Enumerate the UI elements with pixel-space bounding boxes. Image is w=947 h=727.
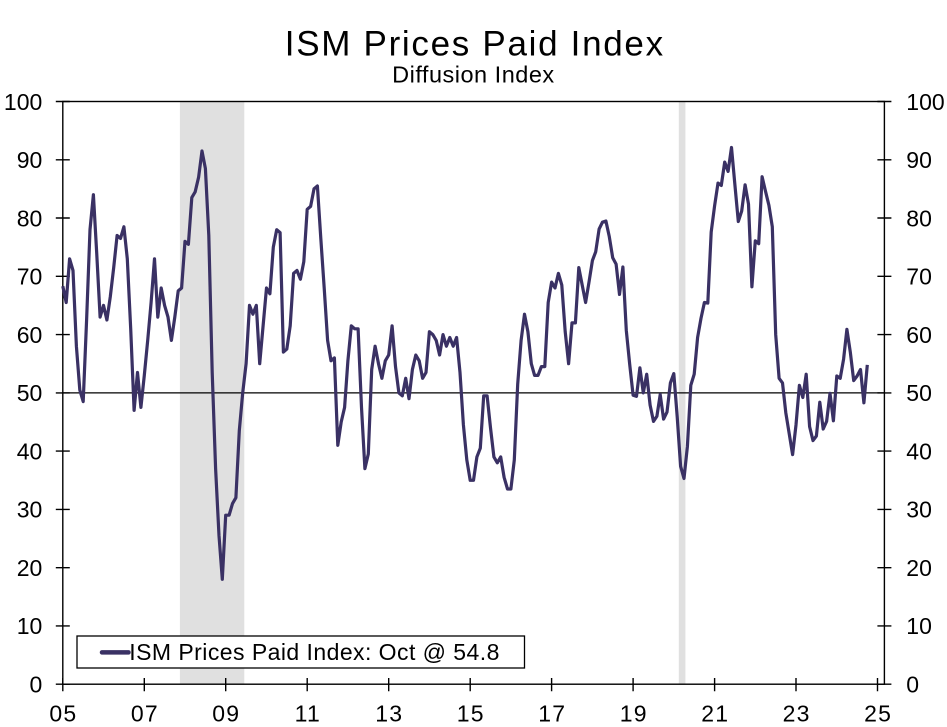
svg-text:25: 25 (864, 700, 892, 726)
svg-text:80: 80 (906, 205, 932, 231)
svg-text:0: 0 (906, 672, 919, 698)
svg-text:21: 21 (701, 700, 729, 726)
svg-text:11: 11 (295, 700, 321, 726)
svg-text:Diffusion Index: Diffusion Index (392, 62, 555, 88)
svg-text:100: 100 (4, 89, 42, 115)
svg-text:09: 09 (212, 700, 240, 726)
svg-text:90: 90 (17, 147, 43, 173)
svg-text:15: 15 (457, 700, 485, 726)
svg-text:50: 50 (906, 380, 932, 406)
svg-text:0: 0 (30, 672, 43, 698)
svg-text:17: 17 (538, 700, 566, 726)
svg-text:ISM Prices Paid Index: ISM Prices Paid Index (285, 24, 665, 63)
svg-text:10: 10 (906, 613, 932, 639)
svg-text:60: 60 (906, 322, 932, 348)
svg-text:70: 70 (17, 264, 43, 290)
svg-text:100: 100 (906, 89, 944, 115)
svg-text:30: 30 (17, 497, 43, 523)
svg-text:70: 70 (906, 264, 932, 290)
svg-text:60: 60 (17, 322, 43, 348)
svg-text:80: 80 (17, 205, 43, 231)
svg-text:07: 07 (131, 700, 159, 726)
svg-text:19: 19 (620, 700, 648, 726)
svg-text:23: 23 (783, 700, 811, 726)
svg-text:40: 40 (17, 438, 43, 464)
svg-text:20: 20 (906, 555, 932, 581)
svg-text:50: 50 (17, 380, 43, 406)
svg-text:13: 13 (375, 700, 403, 726)
svg-text:20: 20 (17, 555, 43, 581)
svg-text:ISM Prices Paid Index: Oct @ 5: ISM Prices Paid Index: Oct @ 54.8 (129, 639, 500, 665)
svg-text:05: 05 (49, 700, 77, 726)
svg-text:10: 10 (17, 613, 43, 639)
svg-text:90: 90 (906, 147, 932, 173)
svg-text:30: 30 (906, 497, 932, 523)
svg-text:40: 40 (906, 438, 932, 464)
